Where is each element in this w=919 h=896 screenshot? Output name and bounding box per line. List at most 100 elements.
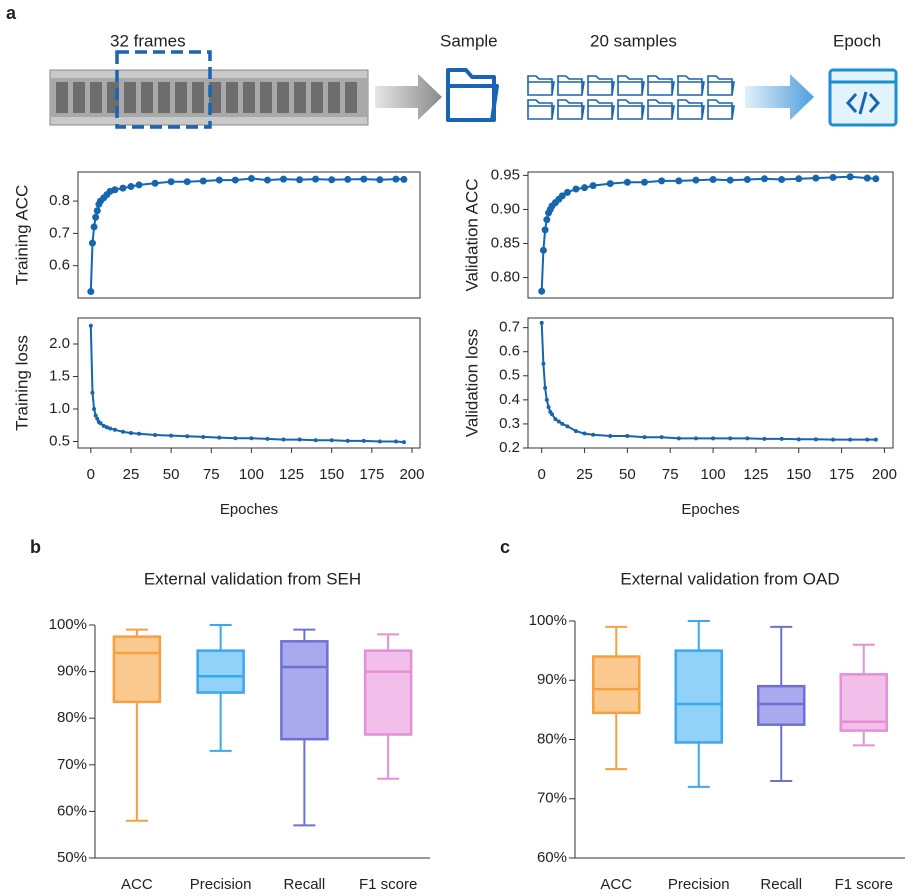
x-tick-label: Recall xyxy=(760,876,802,893)
x-tick-label: 175 xyxy=(359,466,384,483)
box xyxy=(363,649,413,736)
x-tick-label: Precision xyxy=(190,876,252,893)
point xyxy=(93,413,98,418)
x-tick-label: 75 xyxy=(662,466,679,483)
point xyxy=(153,433,158,437)
point xyxy=(101,423,106,428)
box xyxy=(280,640,329,741)
point xyxy=(581,184,589,192)
folder xyxy=(617,75,645,96)
point xyxy=(848,437,853,442)
folder-grid xyxy=(527,75,735,120)
folder xyxy=(617,99,645,120)
y-axis-label: Training ACC xyxy=(12,185,31,285)
folder xyxy=(557,75,585,96)
point xyxy=(711,436,716,441)
point xyxy=(360,175,368,183)
x-tick-label: 100 xyxy=(239,466,264,483)
point xyxy=(760,175,768,183)
x-tick-label: ACC xyxy=(600,876,632,893)
folder xyxy=(677,75,705,96)
point xyxy=(128,431,133,436)
code-icon xyxy=(828,68,898,127)
y-tick-label: 80% xyxy=(57,709,87,726)
y-tick-label: 0.80 xyxy=(491,269,520,286)
y-tick-label: 60% xyxy=(57,802,87,819)
point xyxy=(392,175,400,183)
point xyxy=(565,424,570,429)
y-axis-label: Validation loss xyxy=(462,329,481,437)
point xyxy=(642,435,647,440)
point xyxy=(401,440,406,445)
y-tick-label: 0.5 xyxy=(49,432,70,449)
point xyxy=(558,192,566,200)
point xyxy=(544,397,549,402)
point xyxy=(726,176,734,184)
arrow xyxy=(745,74,814,120)
point xyxy=(641,178,649,186)
point xyxy=(608,433,613,438)
point xyxy=(108,426,113,431)
box xyxy=(674,649,723,744)
folder xyxy=(527,99,555,120)
point xyxy=(201,434,206,439)
plot-frame xyxy=(527,317,894,449)
point xyxy=(127,183,135,191)
x-tick-label: 150 xyxy=(786,466,811,483)
x-tick-label: 200 xyxy=(399,466,424,483)
point xyxy=(231,176,239,184)
point xyxy=(872,175,880,183)
point xyxy=(623,178,631,186)
point xyxy=(119,184,127,192)
point xyxy=(249,436,254,441)
folder xyxy=(647,99,675,120)
x-axis-label: Epoches xyxy=(220,501,278,518)
chart-title: External validation from OAD xyxy=(620,569,839,588)
x-tick-label: 150 xyxy=(319,466,344,483)
arrow xyxy=(375,74,442,120)
y-tick-label: 0.95 xyxy=(491,166,520,183)
point xyxy=(541,226,549,234)
x-tick-label: 75 xyxy=(203,466,220,483)
point xyxy=(573,429,578,434)
samples-label: 20 samples xyxy=(590,31,677,50)
y-tick-label: 90% xyxy=(537,671,567,688)
point xyxy=(313,438,318,443)
series-line xyxy=(89,177,404,292)
point xyxy=(151,179,159,187)
point xyxy=(625,433,630,438)
point xyxy=(743,175,751,183)
series-line xyxy=(540,175,876,292)
plot-frame xyxy=(77,171,421,299)
panel-label: a xyxy=(6,3,17,23)
y-tick-label: 0.3 xyxy=(499,415,520,432)
x-tick-label: Precision xyxy=(668,876,730,893)
y-tick-label: 0.90 xyxy=(491,200,520,217)
point xyxy=(778,175,786,183)
y-tick-label: 100% xyxy=(529,612,567,629)
point xyxy=(92,213,100,221)
point xyxy=(846,173,854,181)
point xyxy=(90,390,95,395)
point xyxy=(247,174,255,182)
y-tick-label: 0.2 xyxy=(499,439,520,456)
y-tick-label: 80% xyxy=(537,730,567,747)
point xyxy=(400,175,408,183)
x-tick-label: 0 xyxy=(87,466,95,483)
point xyxy=(263,176,271,184)
point xyxy=(865,437,870,442)
point xyxy=(233,436,238,441)
point xyxy=(796,437,801,442)
x-axis-label: Epoches xyxy=(681,501,739,518)
box xyxy=(592,655,641,715)
folder xyxy=(707,99,735,120)
folder xyxy=(707,75,735,96)
point xyxy=(169,433,174,438)
point xyxy=(98,421,103,426)
point xyxy=(582,431,587,436)
point xyxy=(92,407,97,411)
point xyxy=(538,287,546,295)
x-tick-label: 50 xyxy=(619,466,636,483)
box xyxy=(112,635,162,704)
